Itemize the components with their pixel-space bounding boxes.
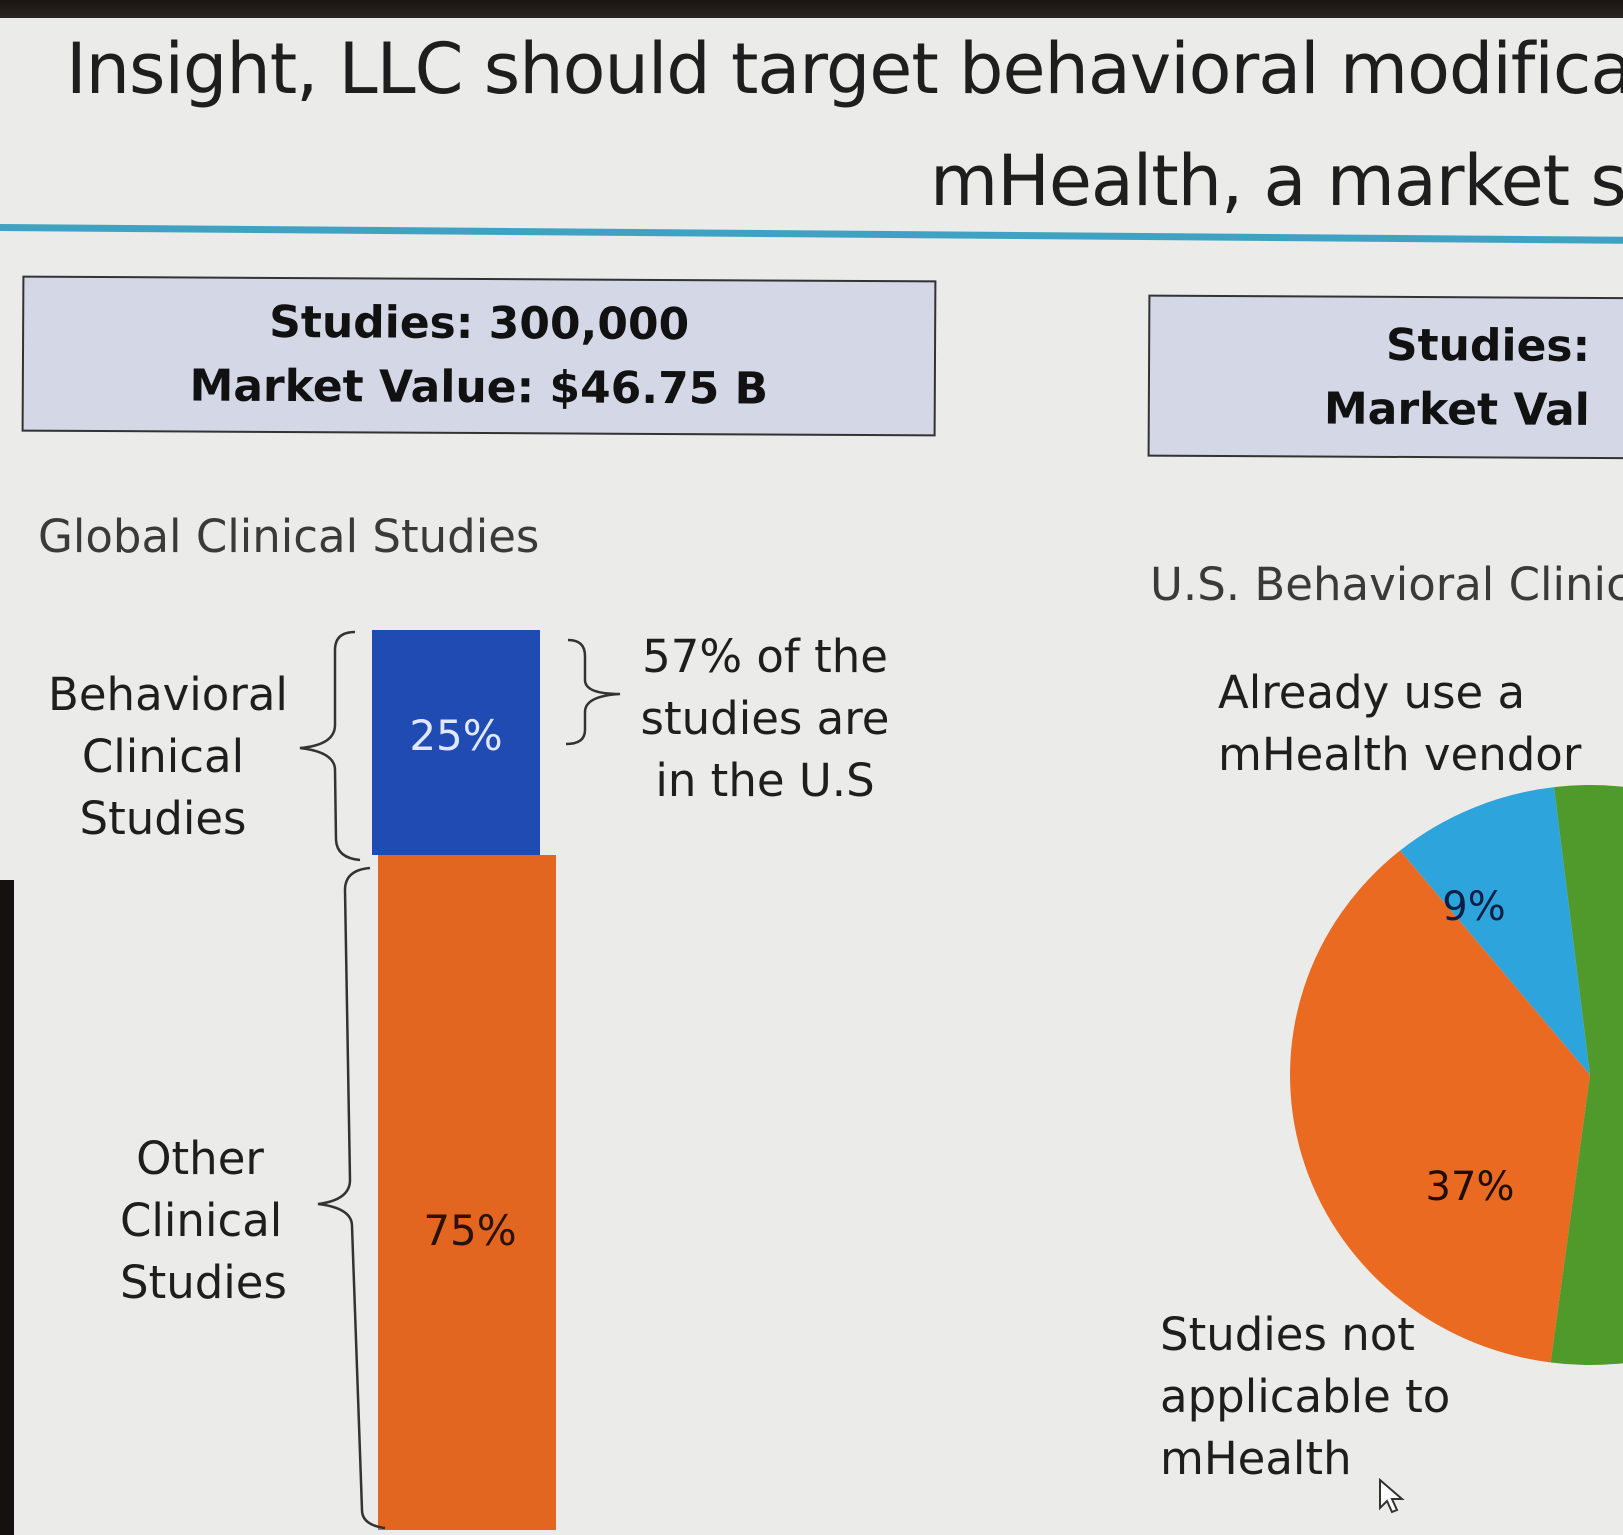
screen-edge	[0, 880, 14, 1535]
already-use-vendor-label: Already use a mHealth vendor	[1218, 666, 1582, 781]
pie-slice-already-use-vendor-label: 9%	[1442, 884, 1505, 930]
not-applicable-label: Studies not applicable to mHealth	[1160, 1308, 1451, 1485]
pie-slice-not-applicable-label: 37%	[1426, 1164, 1515, 1210]
pie-slice-not-applicable	[1290, 850, 1590, 1363]
other-studies-label: Other Clinical Studies	[120, 1132, 287, 1309]
mouse-pointer-icon	[1379, 1478, 1405, 1514]
pie-slice-already-use-vendor	[1400, 787, 1590, 1075]
behavioral-brace	[299, 630, 361, 862]
slide-title-line-2: mHealth, a market se	[930, 140, 1623, 222]
bar-segment-behavioral	[372, 630, 540, 855]
screen-bezel	[0, 0, 1623, 18]
bar-data-label-other: 75%	[423, 1206, 516, 1255]
pie-chart-title: U.S. Behavioral Clinica	[1150, 558, 1623, 611]
us-share-annotation: 57% of the studies are in the U.S	[640, 630, 890, 807]
bar-segment-other	[378, 855, 556, 1530]
behavioral-studies-label: Behavioral Clinical Studies	[48, 668, 288, 845]
pie-slice-remaining	[1550, 785, 1623, 1365]
other-brace	[317, 866, 386, 1530]
bar-chart-title: Global Clinical Studies	[38, 510, 540, 563]
slide-title-line-1: Insight, LLC should target behavioral mo…	[66, 28, 1623, 110]
us-share-brace	[565, 638, 621, 746]
bar-data-label-behavioral: 25%	[409, 711, 502, 760]
